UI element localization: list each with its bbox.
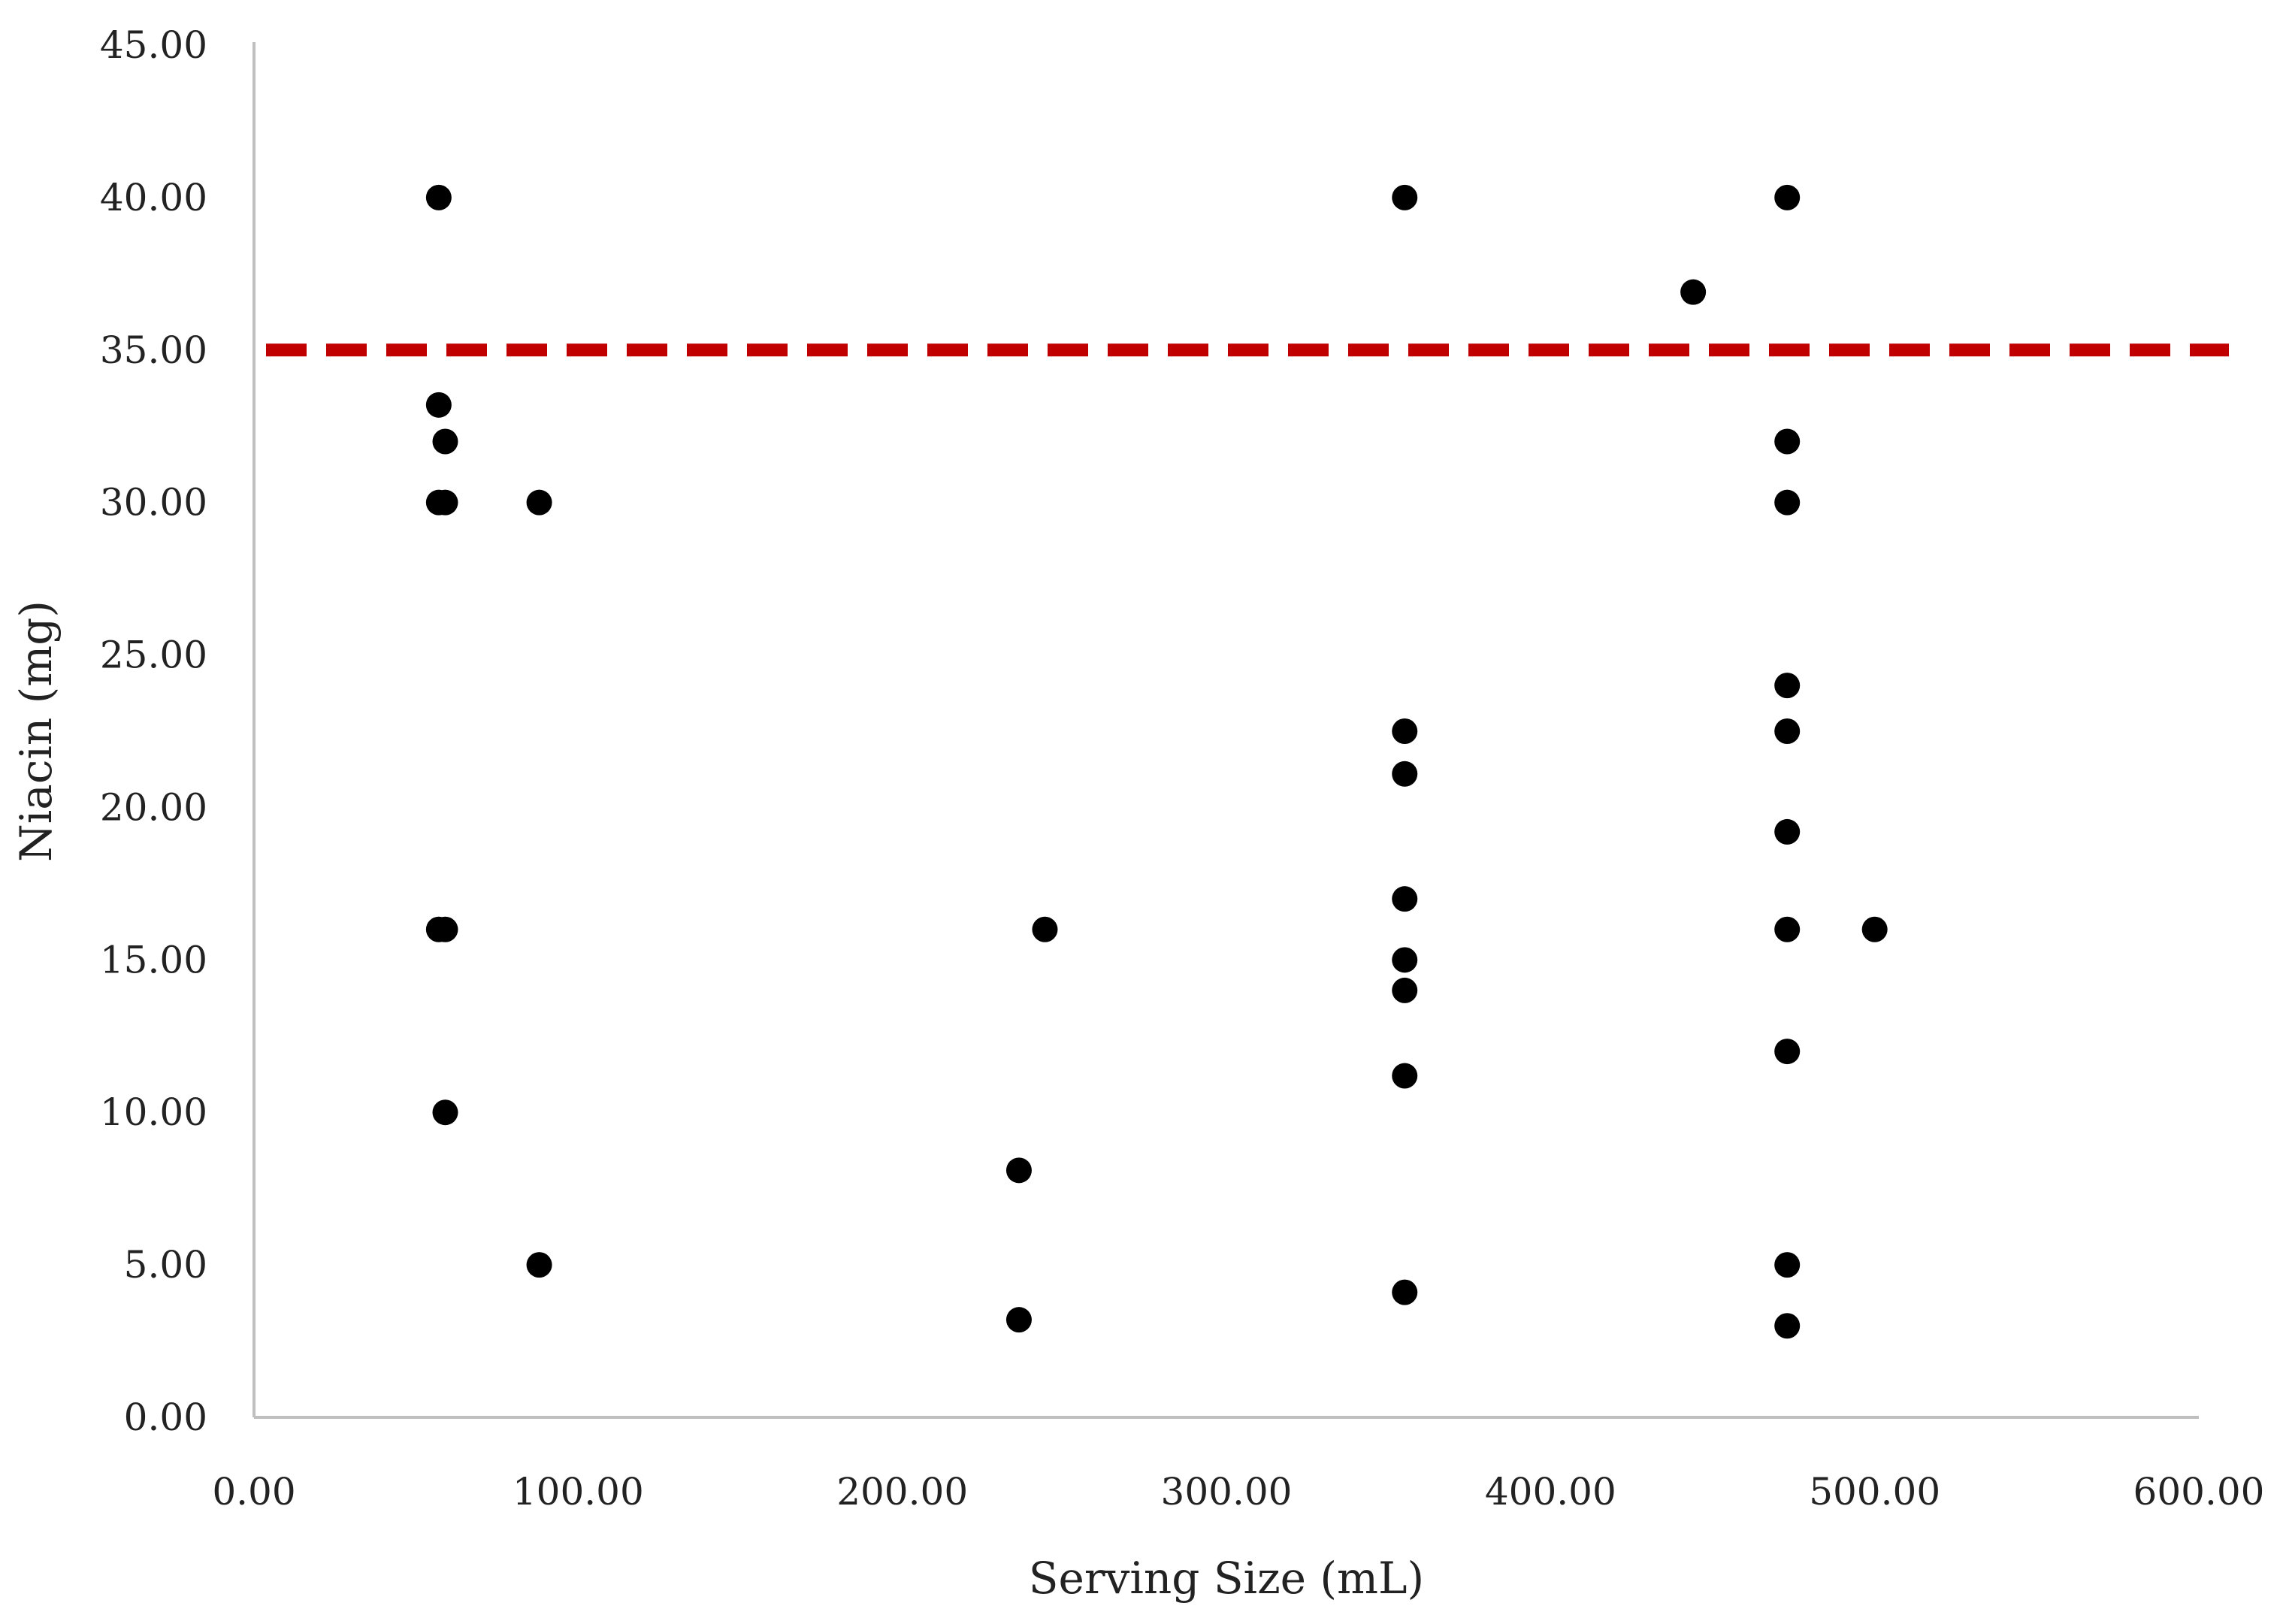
data-point	[1774, 1039, 1801, 1065]
y-tick-label: 25.00	[100, 634, 207, 677]
y-axis-title: Niacin (mg)	[11, 600, 62, 862]
data-point	[1392, 977, 1418, 1003]
data-point	[425, 184, 452, 210]
data-point	[1392, 718, 1418, 744]
y-tick-label: 10.00	[100, 1090, 207, 1134]
data-point	[1774, 428, 1801, 455]
data-point	[1005, 1157, 1032, 1184]
data-point	[425, 392, 452, 418]
data-point	[1680, 279, 1707, 305]
y-tick-label: 5.00	[124, 1243, 207, 1287]
x-tick-label: 200.00	[836, 1470, 968, 1514]
data-point	[1032, 916, 1058, 942]
data-point	[1005, 1307, 1032, 1333]
x-tick-label: 500.00	[1809, 1470, 1940, 1514]
data-point	[1774, 1252, 1801, 1278]
data-point	[1774, 818, 1801, 845]
data-point	[1392, 1063, 1418, 1089]
data-point	[1774, 184, 1801, 210]
x-tick-label: 100.00	[513, 1470, 644, 1514]
data-point	[1392, 1279, 1418, 1305]
x-tick-label: 400.00	[1485, 1470, 1616, 1514]
y-tick-label: 45.00	[100, 23, 207, 67]
data-point	[1861, 916, 1888, 942]
data-point	[1774, 916, 1801, 942]
y-tick-label: 0.00	[124, 1396, 207, 1439]
x-tick-label: 0.00	[212, 1470, 295, 1514]
data-point	[432, 428, 458, 455]
x-tick-label: 300.00	[1161, 1470, 1293, 1514]
data-point	[1392, 947, 1418, 973]
data-point	[1774, 718, 1801, 744]
y-tick-labels: 0.00 5.00 10.00 15.00 20.00 25.00 30.00 35.00 40…	[100, 23, 207, 1439]
data-point	[526, 1252, 552, 1278]
data-point	[432, 916, 458, 942]
data-point	[526, 489, 552, 516]
data-points	[425, 184, 1888, 1339]
x-tick-label: 600.00	[2133, 1470, 2265, 1514]
data-point	[1774, 489, 1801, 516]
data-point	[1774, 1313, 1801, 1339]
y-tick-label: 35.00	[100, 328, 207, 372]
data-point	[1392, 886, 1418, 912]
data-point	[1774, 673, 1801, 699]
data-point	[1392, 184, 1418, 210]
x-axis-title: Serving Size (mL)	[1029, 1553, 1424, 1604]
data-point	[432, 489, 458, 516]
y-tick-label: 40.00	[100, 176, 207, 219]
data-point	[1392, 761, 1418, 787]
y-tick-label: 15.00	[100, 938, 207, 981]
x-tick-labels: 0.00 100.00 200.00 300.00 400.00 500.00 600.00	[212, 1470, 2264, 1514]
y-tick-label: 20.00	[100, 785, 207, 829]
y-tick-label: 30.00	[100, 481, 207, 525]
data-point	[432, 1099, 458, 1126]
